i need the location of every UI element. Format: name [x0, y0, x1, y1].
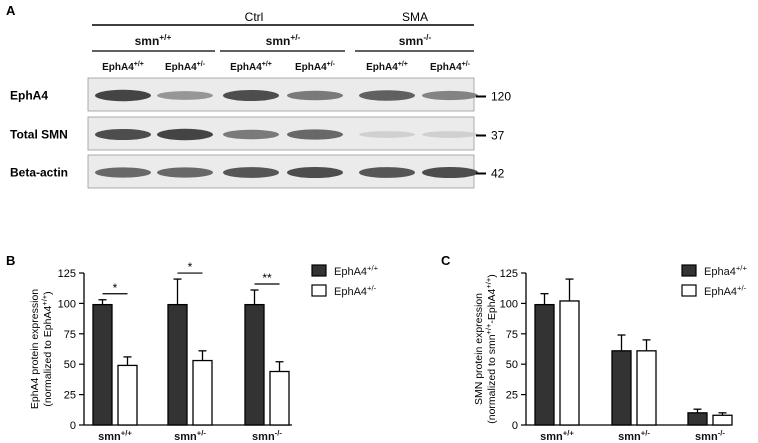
- y-tick-label: 125: [500, 268, 518, 280]
- x-tick-label: smn-/-: [252, 429, 282, 443]
- genotype-label: smn+/-: [266, 32, 301, 48]
- group-label-sma: SMA: [402, 10, 428, 24]
- y-tick-label: 75: [506, 329, 518, 341]
- blot-band: [422, 90, 478, 101]
- blot-row: Total SMN 37: [10, 116, 505, 151]
- lane-label: EphA4+/+: [102, 61, 144, 73]
- blot-band: [223, 129, 279, 140]
- y-tick-label: 0: [512, 420, 518, 432]
- y-axis-label-line2: (normalized to EphA4+/+): [40, 291, 54, 406]
- y-tick-label: 50: [64, 359, 76, 371]
- panel-label: C: [441, 253, 451, 268]
- legend-label: EphA4+/-: [704, 284, 747, 298]
- blot-band: [287, 129, 343, 140]
- lane-label: EphA4+/-: [430, 61, 471, 73]
- panel-a-label: A: [6, 3, 16, 18]
- y-tick-label: 25: [64, 390, 76, 402]
- lane-label: EphA4+/+: [230, 61, 272, 73]
- genotype-label: smn-/-: [399, 32, 432, 48]
- y-tick-label: 75: [64, 329, 76, 341]
- blot-band: [223, 89, 279, 102]
- y-tick-label: 25: [506, 390, 518, 402]
- bar: [192, 359, 213, 426]
- y-tick-label: 0: [70, 420, 76, 432]
- significance-label: *: [188, 260, 193, 274]
- y-tick-label: 125: [58, 268, 76, 280]
- blot-row: Beta-actin 42: [10, 154, 505, 189]
- blot-band: [287, 90, 343, 101]
- legend-label: EphA4+/-: [334, 284, 377, 298]
- bar: [611, 350, 632, 426]
- blot-band: [359, 167, 415, 178]
- bar: [244, 303, 265, 426]
- y-axis-label: EphA4 protein expression (normalized to E…: [29, 289, 54, 409]
- y-tick-label: 50: [506, 359, 518, 371]
- legend-label: Epha4+/+: [704, 264, 747, 278]
- y-axis-label-line2: (normalized to smn+/+-EphA4+/+): [484, 274, 498, 424]
- y-axis-label: SMN protein expression (normalized to smn…: [473, 274, 498, 424]
- x-tick-label: smn+/+: [540, 429, 574, 443]
- y-axis-label-line1: EphA4 protein expression: [29, 289, 41, 409]
- blot-band: [95, 128, 151, 141]
- blot-label: Total SMN: [10, 128, 68, 142]
- blot-row: EphA4 120: [10, 77, 511, 112]
- significance-label: *: [113, 281, 118, 295]
- bar: [636, 350, 657, 426]
- legend-swatch: [311, 284, 327, 297]
- legend-swatch: [681, 284, 697, 297]
- bar: [269, 370, 290, 426]
- blot-band: [95, 167, 151, 178]
- lane-label: EphA4+/+: [366, 61, 408, 73]
- x-tick-label: smn-/-: [695, 429, 725, 443]
- panel-label: B: [6, 253, 15, 268]
- x-tick-label: smn+/+: [98, 429, 132, 443]
- group-label-ctrl: Ctrl: [245, 10, 264, 24]
- blot-band: [223, 167, 279, 178]
- blot-band: [359, 90, 415, 101]
- blot-band: [157, 128, 213, 141]
- blot-band: [95, 89, 151, 102]
- legend-label: EphA4+/+: [334, 264, 379, 278]
- lane-label: EphA4+/-: [165, 61, 206, 73]
- bar: [712, 414, 733, 426]
- lane-label: EphA4+/-: [295, 61, 336, 73]
- bar: [167, 303, 188, 426]
- panel-a: A Ctrl SMA smn+/+ smn+/- smn-/- EphA4+/+ EphA4+…: [6, 3, 511, 189]
- bar: [92, 303, 113, 426]
- blot-label: Beta-actin: [10, 166, 68, 180]
- panel-b: B 0 25 50 75 100 125 EphA4 protein expression (n…: [6, 253, 379, 443]
- x-tick-label: smn+/-: [618, 429, 650, 443]
- bar: [559, 300, 580, 426]
- genotype-label: smn+/+: [135, 32, 172, 48]
- y-tick-label: 100: [500, 298, 518, 310]
- blot-band: [422, 131, 478, 138]
- marker-label: 120: [491, 90, 511, 104]
- blot-band: [157, 167, 213, 178]
- blot-band: [422, 166, 478, 179]
- bar: [687, 412, 708, 426]
- x-tick-label: smn+/-: [174, 429, 206, 443]
- blot-band: [157, 91, 213, 100]
- y-axis-label-line1: SMN protein expression: [473, 293, 485, 405]
- y-tick-label: 100: [58, 298, 76, 310]
- legend-swatch: [681, 264, 697, 277]
- marker-label: 37: [491, 129, 505, 143]
- blot-label: EphA4: [10, 89, 48, 103]
- legend-swatch: [311, 264, 327, 277]
- bar: [534, 303, 555, 426]
- marker-label: 42: [491, 167, 505, 181]
- bar: [117, 364, 138, 426]
- blot-band: [359, 131, 415, 138]
- significance-label: **: [262, 271, 272, 285]
- blot-band: [287, 166, 343, 179]
